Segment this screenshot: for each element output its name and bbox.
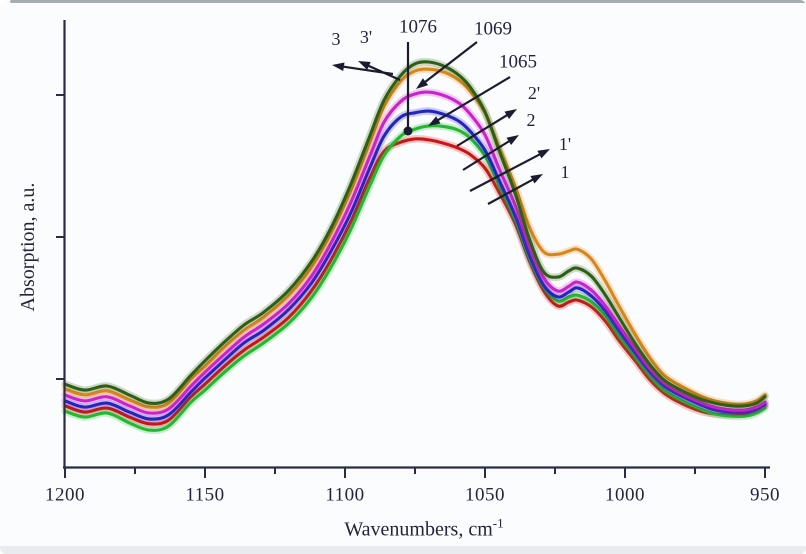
x-tick-label-1200: 1200 — [45, 484, 85, 506]
curve-label-3: 3 — [331, 29, 341, 49]
x-tick-label-950: 950 — [750, 484, 780, 506]
curve-halo-3' — [61, 65, 769, 412]
curve-label-2prime: 2' — [527, 83, 541, 103]
curve-2 — [63, 109, 767, 421]
curve-2' — [63, 90, 767, 415]
curve-label-1: 1 — [560, 162, 570, 182]
peak-arrow-1065-shaft — [435, 76, 511, 123]
curve-arrow-3'-head — [358, 61, 371, 70]
window-top-edge — [10, 0, 806, 3]
y-axis-title: Absorption, a.u. — [17, 182, 39, 312]
curve-arrow-2'-head — [504, 109, 517, 119]
x-axis-title-superscript: -1 — [492, 515, 504, 531]
curve-3 — [63, 60, 767, 408]
curve-1 — [63, 137, 767, 426]
curve-arrow-2-head — [506, 135, 519, 145]
curve-arrow-1-shaft — [487, 177, 536, 205]
peak-arrow-1069-head — [416, 78, 429, 89]
curve-label-2: 2 — [526, 110, 536, 130]
curve-arrow-1'-head — [537, 149, 550, 159]
curve-arrow-1-head — [530, 174, 543, 184]
peak-label-1065: 1065 — [499, 51, 537, 73]
curve-arrow-1'-shaft — [469, 152, 543, 192]
x-tick-label-1000: 1000 — [605, 484, 645, 506]
curve-arrow-3-head — [332, 62, 345, 71]
curve-label-3prime: 3' — [359, 27, 373, 47]
curve-3' — [63, 67, 767, 409]
x-tick-label-1050: 1050 — [465, 484, 505, 506]
curve-label-1prime: 1' — [558, 134, 572, 154]
x-axis-title-text: Wavenumbers, cm — [344, 518, 493, 541]
curve-arrow-3'-shaft — [365, 63, 401, 82]
peak-arrow-1069-shaft — [422, 41, 478, 85]
curve-1' — [63, 124, 767, 432]
curve-arrow-2'-shaft — [456, 112, 510, 147]
curve-arrow-2-shaft — [462, 138, 512, 171]
x-tick-label-1100: 1100 — [325, 484, 365, 506]
peak-label-1069: 1069 — [474, 18, 512, 40]
peak-label-1076: 1076 — [399, 16, 437, 38]
window-bottom-edge — [0, 546, 806, 554]
x-tick-label-1150: 1150 — [185, 484, 225, 506]
x-axis-title: Wavenumbers, cm-1 — [344, 517, 503, 540]
peak-marker-dot-1076 — [403, 126, 413, 136]
peak-arrow-1065-head — [428, 116, 441, 126]
